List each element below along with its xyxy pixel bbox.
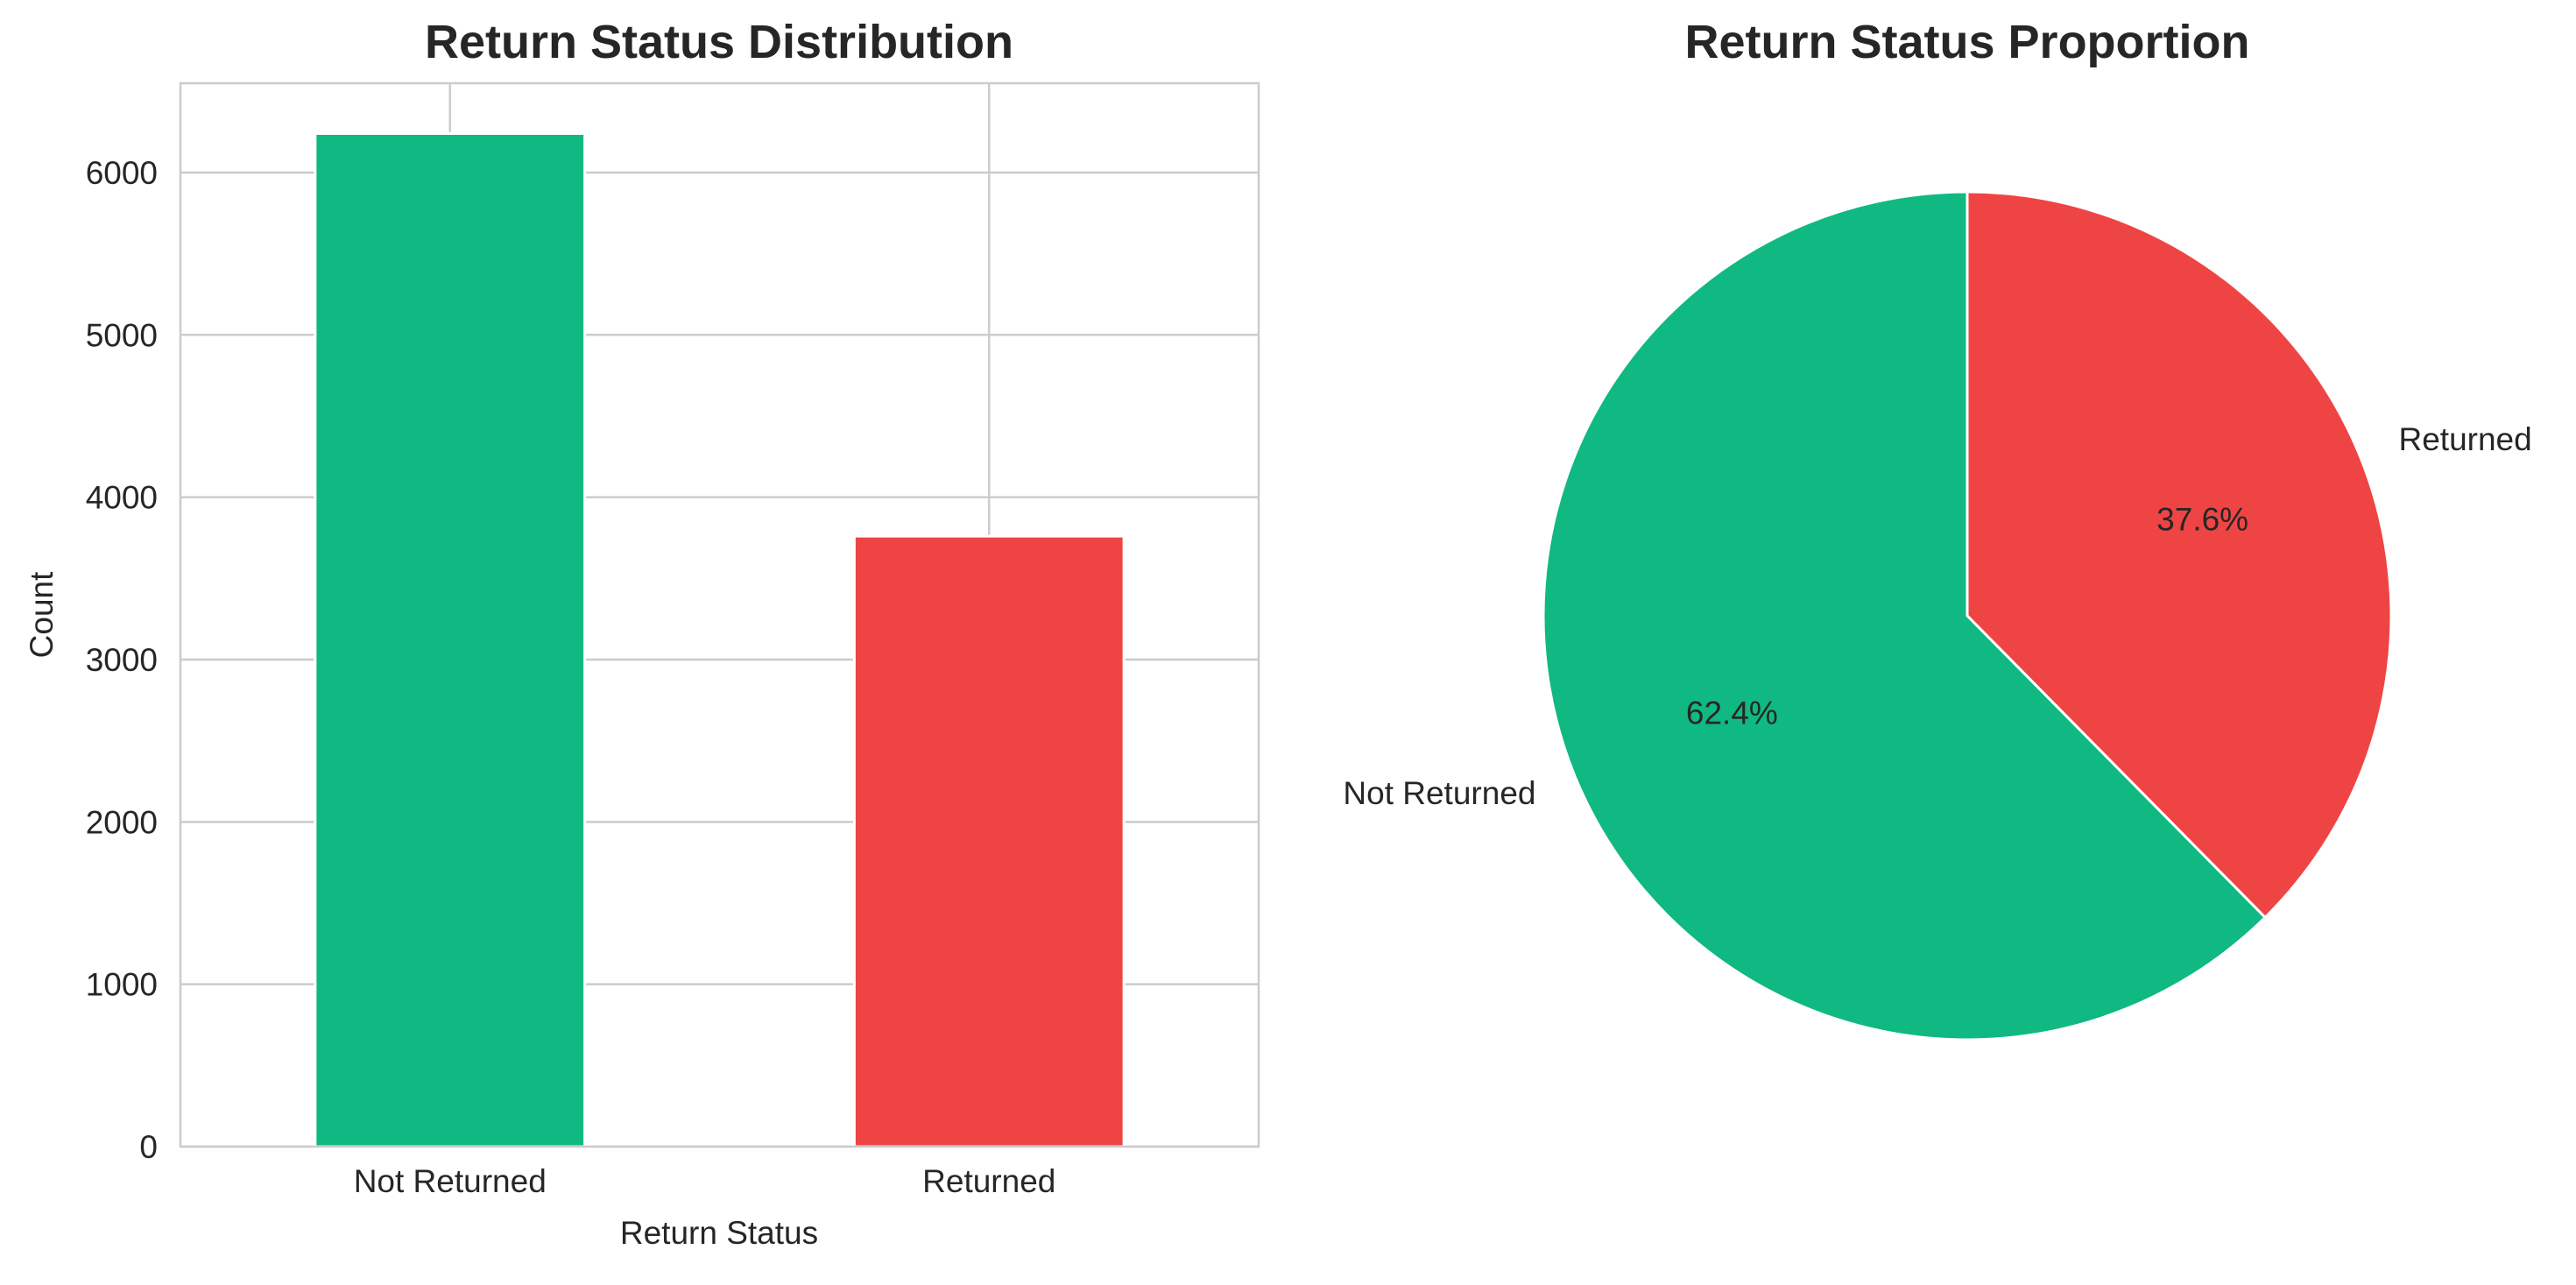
bar-y-axis-label: Count [24,571,60,658]
bar-x-ticks: Not Returned Returned [354,1163,1056,1199]
bar-y-tick-label: 0 [139,1129,158,1165]
pie-chart-title: Return Status Proportion [1685,16,2250,68]
bar-y-ticks: 0 1000 2000 3000 4000 5000 6000 [86,155,158,1165]
pie-labels: 37.6% Returned 62.4% Not Returned [1343,421,2531,811]
bar-x-axis-label: Return Status [620,1215,818,1251]
bar-y-tick-label: 4000 [86,480,158,516]
bar-chart-title: Return Status Distribution [425,16,1013,68]
pie-slice-not-returned [1542,190,2268,1041]
pie-slices [1542,190,2393,1041]
bar-axes-frame [179,81,1260,1148]
pie-chart-panel: Return Status Proportion 37.6% Returned 62… [1343,16,2532,1041]
bar-y-tick-label: 5000 [86,317,158,353]
pie-category-label: Not Returned [1343,775,1535,811]
pie-slice-returned [1966,190,2393,920]
bar-x-tick-label: Returned [922,1163,1055,1199]
bar-y-tick-label: 3000 [86,642,158,678]
bar-y-tick-label: 2000 [86,804,158,840]
bar-chart-panel: 0 1000 2000 3000 4000 5000 6000 Not Returned Re… [24,16,1260,1251]
pie-category-label: Returned [2399,421,2532,457]
bar-y-tick-label: 6000 [86,155,158,191]
bar-returned [852,534,1126,1148]
pie-percent-label: 37.6% [2156,502,2248,538]
bar-y-tick-label: 1000 [86,967,158,1003]
bar-x-tick-label: Not Returned [354,1163,547,1199]
pie-percent-label: 62.4% [1686,695,1778,731]
bar-marks [314,131,1126,1148]
bar-not-returned [314,131,587,1148]
